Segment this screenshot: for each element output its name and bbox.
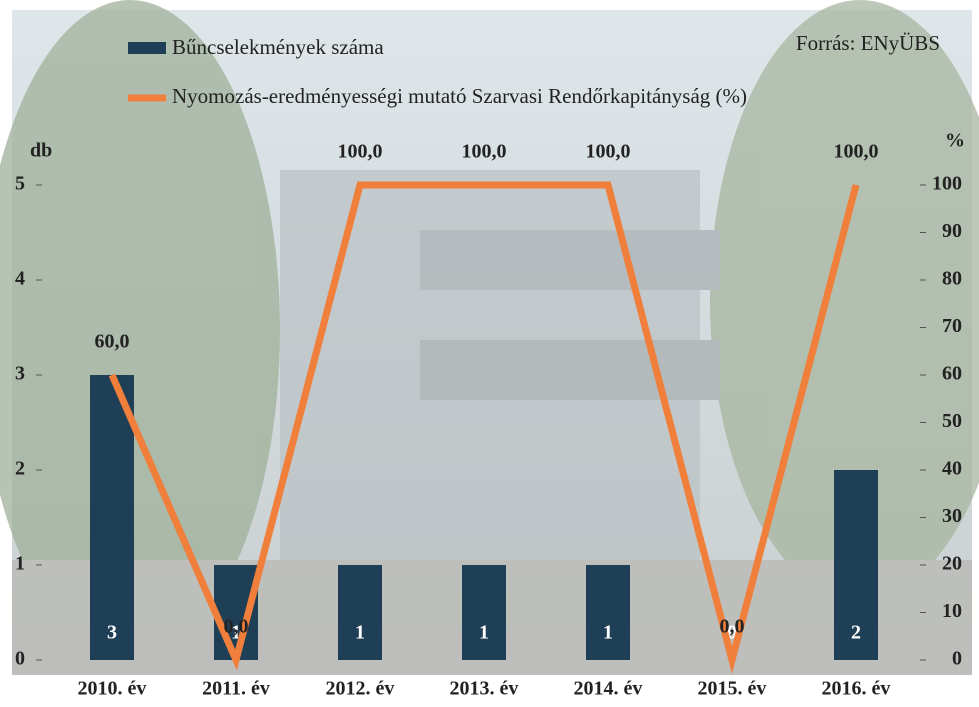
y2-tick-label: 10 (942, 600, 962, 622)
y2-tick-label: 20 (942, 553, 962, 575)
bar (462, 565, 506, 660)
y2-tick-label: 100 (932, 173, 962, 195)
x-tick-label: 2012. év (326, 678, 395, 700)
line-value-label: 100,0 (462, 141, 507, 163)
x-tick-label: 2014. év (574, 678, 643, 700)
y2-tick-label: 50 (942, 410, 962, 432)
y-tick-label: 5 (15, 173, 25, 195)
line-value-label: 0,0 (720, 616, 745, 638)
y-tick-label: 0 (15, 648, 25, 670)
y2-tick-label: 40 (942, 458, 962, 480)
y-tick-label: 4 (15, 268, 25, 290)
line-value-label: 100,0 (338, 141, 383, 163)
photo-shapes (0, 0, 979, 675)
legend-swatch-bar (128, 42, 166, 54)
bar-value-label: 0 (727, 622, 737, 644)
line (108, 181, 860, 674)
line-value-label: 0,0 (224, 616, 249, 638)
source: Forrás: ENyÜBS (796, 31, 940, 55)
y2-tick-label: 60 (942, 363, 962, 385)
y-axis-label: db (30, 140, 52, 162)
bar (586, 565, 630, 660)
bar (338, 565, 382, 660)
legend-label: Bűncselekmények száma (172, 35, 384, 59)
line-value-label: 60,0 (95, 331, 130, 353)
x-tick-label: 2013. év (450, 678, 519, 700)
x-tick-label: 2010. év (78, 678, 147, 700)
y2-tick-label: 70 (942, 315, 962, 337)
x-tick-label: 2016. év (822, 678, 891, 700)
bar-value-label: 1 (355, 622, 365, 644)
y2-tick-label: 0 (952, 648, 962, 670)
line-value-label: 100,0 (834, 141, 879, 163)
y2-tick-label: 30 (942, 505, 962, 527)
x-tick-label: 2011. év (202, 678, 270, 700)
bar-value-label: 2 (851, 622, 861, 644)
line-value-label: 100,0 (586, 141, 631, 163)
y-tick-label: 3 (15, 363, 25, 385)
bar (90, 375, 134, 660)
y2-axis-label: % (945, 130, 965, 152)
bar (834, 470, 878, 660)
bar-value-label: 1 (479, 622, 489, 644)
y2-tick-label: 80 (942, 268, 962, 290)
y-tick-label: 1 (15, 553, 25, 575)
bar-value-label: 1 (231, 622, 241, 644)
bar-value-label: 3 (107, 622, 117, 644)
y2-tick-label: 90 (942, 220, 962, 242)
x-tick-label: 2015. év (698, 678, 767, 700)
bar-value-label: 1 (603, 622, 613, 644)
legend-label: Nyomozás-eredményességi mutató Szarvasi … (172, 84, 747, 108)
y-tick-label: 2 (15, 458, 25, 480)
